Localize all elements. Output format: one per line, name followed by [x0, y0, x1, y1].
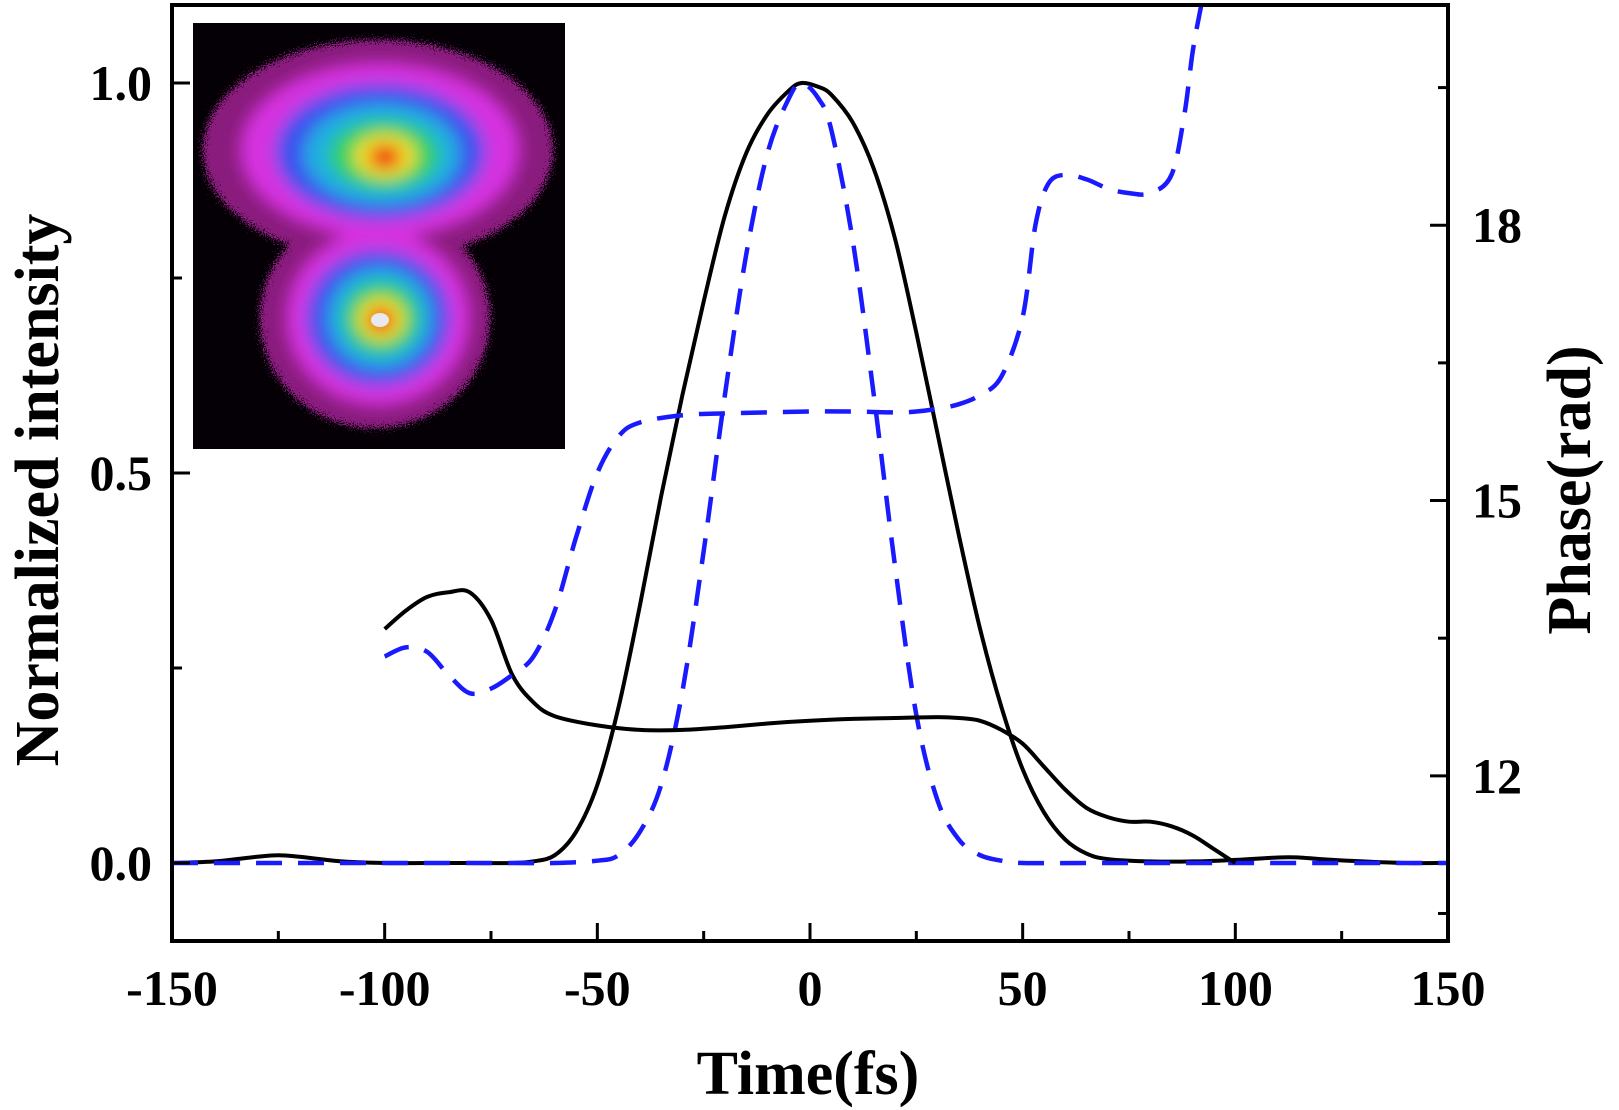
x-tick-label: -100 — [339, 960, 431, 1016]
x-tick-label: -150 — [126, 960, 218, 1016]
y2-tick-label: 12 — [1472, 748, 1522, 804]
series-phase-dashed — [383, 5, 1204, 697]
x-tick-label: 150 — [1411, 960, 1486, 1016]
x-tick-label: 0 — [798, 960, 823, 1016]
y2-axis-title: Phase(rad) — [1536, 345, 1604, 634]
y2-tick-label: 18 — [1472, 197, 1522, 253]
y-tick-label: 1.0 — [90, 55, 153, 111]
x-axis-title: Time(fs) — [697, 1040, 920, 1108]
y-tick-label: 0.0 — [90, 835, 153, 891]
x-tick-label: -50 — [564, 960, 631, 1016]
y-axis-title: Normalized intensity — [4, 214, 72, 767]
series-phase-solid — [383, 588, 1237, 865]
y2-tick-label: 15 — [1472, 473, 1522, 529]
x-tick-label: 50 — [998, 960, 1048, 1016]
axis-ticks — [170, 81, 1450, 941]
inset-beam-image — [193, 23, 565, 449]
x-tick-label: 100 — [1198, 960, 1273, 1016]
y-tick-label: 0.5 — [90, 445, 153, 501]
series-intensity-dashed — [172, 80, 1448, 866]
